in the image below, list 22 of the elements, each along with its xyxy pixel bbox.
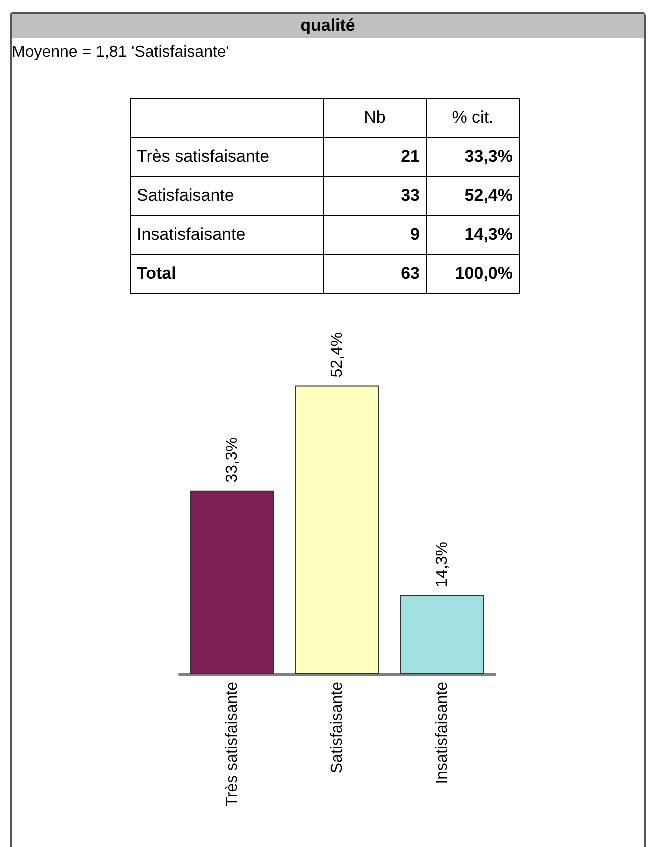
text: % cit. [426, 98, 520, 138]
data-label: 33,3% [426, 138, 520, 176]
text: qualité [12, 14, 644, 38]
data-label: 33 [324, 176, 426, 216]
category-label: Satisfaisante [130, 176, 324, 216]
category-label: Très satisfaisante [130, 138, 324, 176]
category-label: Total [130, 254, 324, 294]
data-label: 63 [324, 254, 426, 294]
text: Nb [324, 98, 426, 138]
data-label: 52,4% [426, 176, 520, 216]
x-tick-label: Insatisfaisante [434, 682, 451, 784]
data-label: 9 [324, 216, 426, 254]
data-label: 100,0% [426, 254, 520, 294]
data-label: 52,4% [329, 332, 346, 378]
x-tick-label: Satisfaisante [329, 682, 346, 774]
text: Moyenne = 1,81 'Satisfaisante' [12, 44, 230, 62]
data-label: 14,3% [434, 542, 451, 588]
data-label: 21 [324, 138, 426, 176]
data-label: 14,3% [426, 216, 520, 254]
x-tick-label: Très satisfaisante [224, 682, 241, 807]
category-label: Insatisfaisante [130, 216, 324, 254]
data-label: 33,3% [224, 437, 241, 483]
